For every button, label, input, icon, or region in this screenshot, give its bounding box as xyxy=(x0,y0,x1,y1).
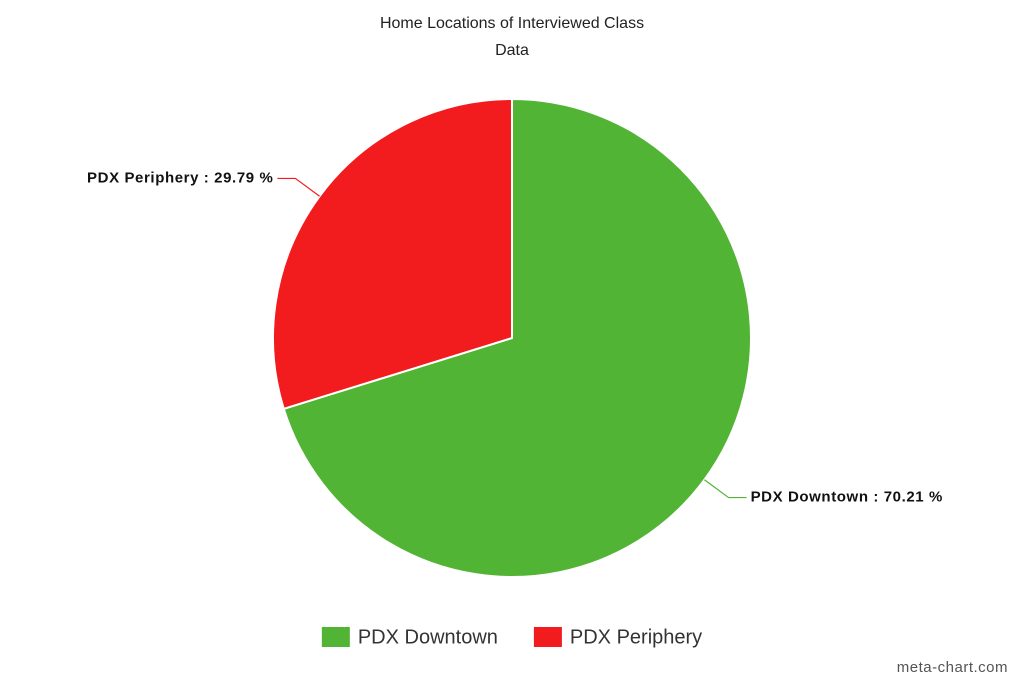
legend-label[interactable]: PDX Periphery xyxy=(570,626,702,648)
legend-item[interactable]: PDX Periphery xyxy=(533,626,702,648)
chart-title: Home Locations of Interviewed Class Data xyxy=(379,15,645,59)
data-label: PDX Downtown : 70.21 % xyxy=(751,489,943,506)
label-connector xyxy=(277,177,320,197)
legend-swatch xyxy=(321,627,350,647)
data-label: PDX Periphery : 29.79 % xyxy=(87,169,273,186)
legend-label[interactable]: PDX Downtown xyxy=(358,626,498,648)
legend-swatch xyxy=(533,627,562,647)
pie-slice xyxy=(272,97,513,411)
credit: meta-chart.com xyxy=(897,659,1008,676)
label-connector xyxy=(704,479,747,499)
legend-item[interactable]: PDX Downtown xyxy=(321,626,498,648)
